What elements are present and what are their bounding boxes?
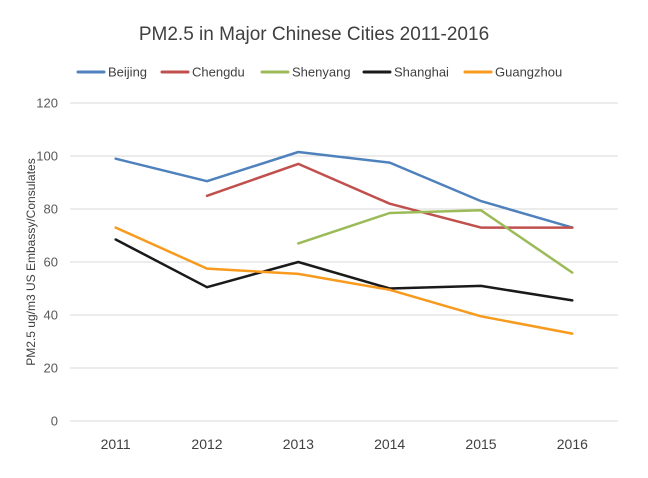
series-line-shanghai [114,238,574,302]
legend-item-guangzhou: Guangzhou [463,65,562,80]
x-tick-label: 2016 [557,436,588,452]
series-line-shenyang [297,209,574,274]
y-tick-label: 120 [36,96,58,111]
y-tick-label: 60 [44,255,58,270]
x-tick-label: 2015 [465,436,496,452]
x-tick-label: 2011 [101,436,131,452]
y-tick-label: 80 [44,202,58,217]
legend-label: Beijing [108,65,147,80]
legend-label: Shenyang [292,65,351,80]
series-lines [114,150,574,335]
x-tick-label: 2014 [374,436,405,452]
legend-label: Shanghai [394,65,449,80]
series-line-chengdu [205,162,574,229]
y-tick-label: 0 [51,414,58,429]
legend-label: Guangzhou [495,65,562,80]
y-tick-label: 40 [44,308,58,323]
series-line-guangzhou [114,226,574,335]
y-axis-tick-labels: 0 20 40 60 80 100 120 [36,96,58,429]
x-tick-label: 2013 [283,436,314,452]
legend-item-chengdu: Chengdu [160,65,245,80]
series-line-beijing [114,150,574,229]
y-axis-title: PM2.5 ug/m3 US Embassy/Consulates [24,158,38,365]
chart-title: PM2.5 in Major Chinese Cities 2011-2016 [139,24,489,45]
legend-item-beijing: Beijing [76,65,147,80]
y-tick-label: 20 [44,361,58,376]
x-axis-tick-labels: 2011 2012 2013 2014 2015 2016 [101,436,589,452]
chart-legend: Beijing Chengdu Shenyang Shanghai Guangzhou [76,65,562,80]
y-tick-label: 100 [36,149,58,164]
gridlines [70,102,618,422]
x-tick-label: 2012 [191,436,222,452]
legend-item-shanghai: Shanghai [362,65,449,80]
legend-item-shenyang: Shenyang [260,65,351,80]
legend-label: Chengdu [192,65,245,80]
